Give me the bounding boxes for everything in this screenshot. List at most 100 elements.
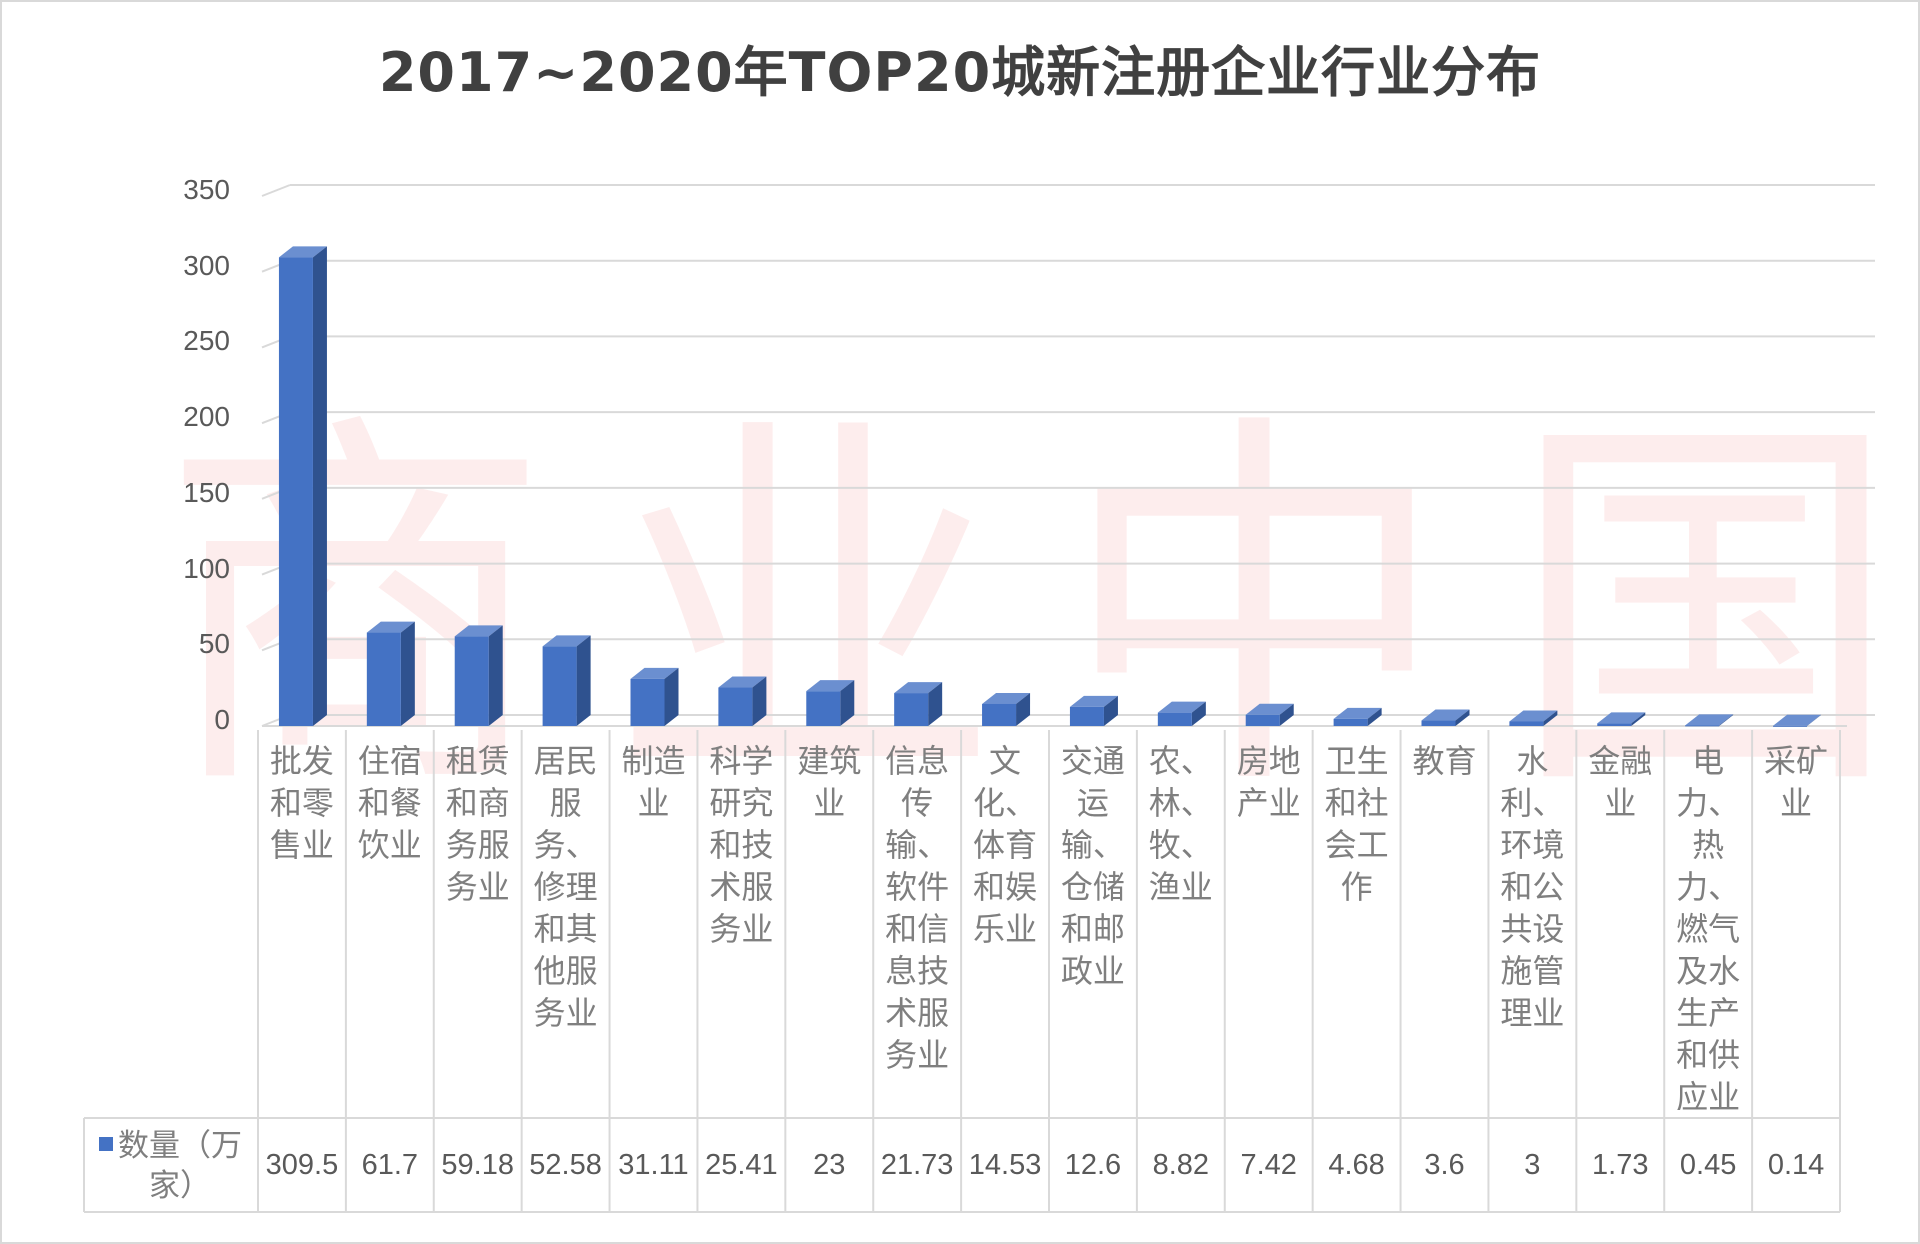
legend-swatch [99, 1137, 113, 1151]
data-value-cell: 14.53 [968, 1149, 1042, 1181]
bar-14 [1509, 721, 1544, 726]
bar-side-1 [400, 621, 415, 726]
bar-side-3 [576, 635, 591, 726]
bar-side-0 [312, 246, 327, 727]
data-value-cell: 0.14 [1767, 1149, 1825, 1181]
data-value-cell: 59.18 [441, 1149, 514, 1181]
bar-side-11 [1279, 703, 1294, 726]
bar-top-7 [894, 682, 943, 694]
bar-side-2 [488, 625, 503, 726]
category-label: 采矿业 [1764, 742, 1829, 822]
y-tick-label: 50 [198, 628, 230, 660]
bar-0 [278, 257, 313, 726]
legend-label: 数量（万家） [118, 1128, 242, 1204]
bar-side-14 [1543, 710, 1558, 726]
bar-side-7 [928, 682, 943, 726]
data-value-cell: 309.5 [265, 1149, 339, 1181]
bar-10 [1157, 712, 1192, 726]
bar-12 [1333, 718, 1368, 726]
category-label: 批发和零售业 [269, 742, 334, 864]
bar-side-10 [1191, 701, 1206, 726]
category-label: 建筑业 [797, 742, 862, 822]
data-value-cell: 61.7 [361, 1149, 419, 1181]
bar-top-14 [1509, 710, 1558, 722]
bar-side-9 [1103, 695, 1118, 726]
bar-6 [806, 691, 841, 726]
bar-side-12 [1367, 707, 1382, 726]
bar-top-4 [630, 667, 679, 679]
category-label: 卫生和社会工作 [1324, 742, 1389, 906]
category-label: 科学研究和技术服务业 [709, 742, 774, 948]
chart-title: 2017~2020年TOP20城新注册企业行业分布 [378, 41, 1542, 104]
bar-top-17 [1773, 714, 1822, 726]
data-value-cell: 21.73 [880, 1149, 954, 1181]
bar-top-3 [542, 635, 591, 647]
bar-top-0 [278, 246, 327, 258]
category-label: 金融业 [1588, 742, 1653, 822]
data-value-cell: 0.45 [1679, 1149, 1737, 1181]
bar-top-9 [1069, 695, 1118, 707]
data-value-cell: 1.73 [1592, 1149, 1649, 1181]
category-label: 水利、环境和公共设施管理业 [1500, 742, 1565, 1032]
y-tick-label: 150 [183, 476, 230, 508]
bar-top-15 [1597, 712, 1646, 724]
bar-top-16 [1685, 714, 1734, 726]
bar-13 [1421, 720, 1456, 726]
bar-top-1 [366, 621, 415, 633]
data-value-cell: 52.58 [529, 1149, 602, 1181]
bar-side-15 [1631, 712, 1646, 726]
data-value-cell: 7.42 [1240, 1149, 1297, 1181]
data-value-cell: 23 [813, 1149, 846, 1181]
bar-top-11 [1245, 703, 1294, 715]
category-label: 制造业 [621, 742, 686, 822]
bar-3 [542, 646, 577, 726]
bar-side-6 [840, 680, 855, 726]
bar-side-8 [1016, 692, 1031, 726]
bar-11 [1245, 714, 1280, 726]
category-label: 交通运输、仓储和邮政业 [1060, 742, 1125, 990]
bar-7 [894, 693, 929, 726]
y-tick-label: 300 [183, 249, 230, 281]
bar-side-5 [752, 676, 767, 726]
bar-2 [454, 636, 489, 726]
bar-17 [1773, 725, 1808, 727]
bar-8 [982, 703, 1017, 726]
bar-top-6 [806, 680, 855, 692]
data-value-cell: 3.6 [1424, 1149, 1465, 1181]
category-label: 租赁和商务服务业 [445, 742, 510, 906]
data-value-cell: 12.6 [1064, 1149, 1122, 1181]
category-label: 信息传输、软件和信息技术服务业 [885, 742, 950, 1074]
y-tick-label: 0 [214, 704, 230, 735]
category-label: 电力、热力、燃气及水生产和供应业 [1676, 742, 1741, 1110]
bar-side-16 [1719, 714, 1734, 726]
bar-side-17 [1807, 714, 1822, 726]
data-value-cell: 3 [1524, 1149, 1541, 1181]
bar-5 [718, 687, 753, 726]
bar-16 [1685, 725, 1720, 727]
bar-top-8 [982, 692, 1031, 704]
data-value-cell: 25.41 [705, 1149, 778, 1181]
bar-top-2 [454, 625, 503, 637]
bar-9 [1069, 706, 1104, 726]
data-value-cell: 8.82 [1152, 1149, 1210, 1181]
y-tick-label: 350 [183, 174, 230, 205]
category-label: 教育 [1412, 742, 1477, 780]
bar-15 [1597, 723, 1632, 726]
bar-top-13 [1421, 709, 1470, 721]
bar-side-4 [664, 667, 679, 726]
data-value-cell: 4.68 [1328, 1149, 1385, 1181]
bar-side-13 [1455, 709, 1470, 726]
category-label: 农、林、牧、渔业 [1148, 742, 1213, 906]
bar-4 [630, 678, 665, 726]
bar-top-12 [1333, 707, 1382, 719]
y-tick-label: 100 [183, 552, 230, 584]
category-label: 居民服务、修理和其他服务业 [533, 742, 598, 1032]
y-tick-label: 200 [183, 401, 230, 433]
bar-top-10 [1157, 701, 1206, 713]
category-label: 文化、体育和娱乐业 [973, 742, 1038, 948]
y-tick-label: 250 [183, 325, 230, 357]
category-label: 住宿和餐饮业 [357, 742, 422, 864]
bar-1 [366, 632, 401, 726]
category-label: 房地产业 [1236, 742, 1301, 822]
